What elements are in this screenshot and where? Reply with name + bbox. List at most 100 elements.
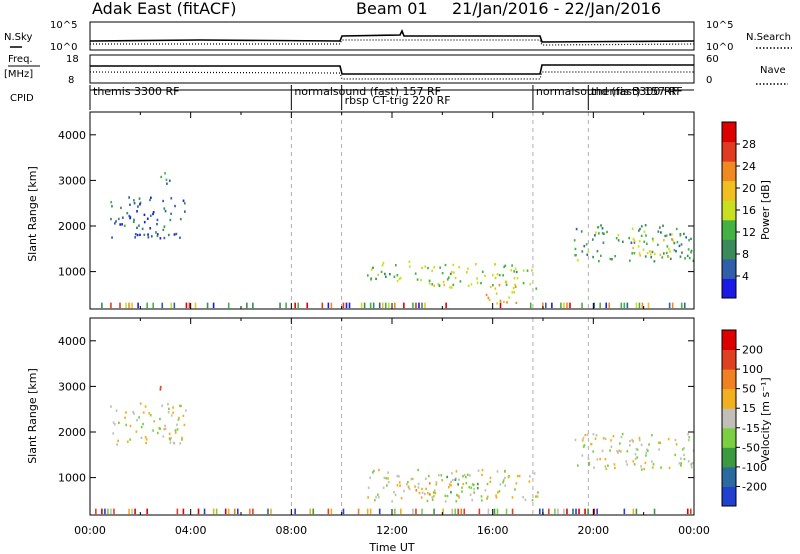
data-cell [373, 499, 376, 502]
data-cell [142, 411, 145, 414]
y-tick-label: 1000 [58, 472, 86, 485]
data-cell [672, 239, 674, 242]
data-cell [441, 479, 444, 482]
data-cell [458, 496, 460, 499]
data-cell [149, 227, 152, 230]
data-cell [650, 256, 653, 259]
data-cell [115, 220, 117, 223]
data-cell [614, 254, 616, 258]
data-cell [181, 436, 183, 440]
data-cell [112, 432, 115, 435]
time-axis-title: Time UT [368, 541, 414, 554]
data-cell [279, 302, 281, 309]
data-cell [176, 428, 179, 431]
x-tick-label: 12:00 [376, 524, 408, 537]
data-cell [653, 260, 656, 263]
data-cell [431, 498, 434, 501]
data-cell [687, 460, 690, 463]
colorbar-swatch [722, 161, 736, 182]
x-tick-label: 20:00 [577, 524, 609, 537]
data-cell [466, 473, 469, 477]
data-cell [164, 209, 167, 213]
freq-tick-bottom: 8 [68, 75, 74, 86]
data-cell [415, 508, 417, 515]
data-cell [126, 440, 129, 444]
data-cell [185, 302, 188, 309]
data-cell [625, 460, 628, 463]
data-cell [132, 410, 135, 414]
data-cell [179, 236, 181, 239]
data-cell [605, 467, 608, 471]
data-cell [391, 500, 394, 503]
data-cell [146, 217, 149, 220]
data-cell [427, 491, 429, 495]
data-cell [136, 210, 138, 213]
data-cell [476, 277, 478, 280]
data-cell [446, 494, 449, 498]
data-cell [688, 256, 691, 260]
data-cell [421, 302, 423, 309]
data-cell [569, 302, 571, 309]
data-cell [450, 484, 452, 487]
data-cell [516, 276, 519, 280]
data-cell [116, 443, 118, 446]
data-cell [428, 282, 431, 285]
data-cell [513, 270, 516, 273]
data-cell [163, 225, 166, 228]
data-cell [484, 274, 486, 278]
data-cell [184, 409, 187, 412]
data-cell [133, 199, 135, 202]
data-cell [174, 431, 177, 434]
nsky-tick-bottom: 10^0 [50, 42, 77, 53]
data-cell [342, 302, 345, 309]
data-cell [645, 454, 647, 457]
data-cell [184, 210, 186, 213]
data-cell [644, 255, 647, 258]
data-cell [478, 508, 481, 515]
data-cell [152, 210, 155, 214]
data-cell [396, 273, 399, 277]
data-cell [450, 480, 452, 484]
data-cell [617, 233, 620, 237]
data-cell [321, 302, 324, 309]
data-cell [563, 302, 565, 309]
data-cell [428, 279, 431, 282]
data-cell [631, 438, 633, 442]
data-cell [592, 433, 595, 436]
data-cell [460, 508, 463, 515]
x-tick-label: 00:00 [678, 524, 710, 537]
data-cell [161, 302, 164, 309]
data-cell [653, 252, 656, 256]
data-cell [136, 226, 138, 230]
data-cell [528, 480, 531, 483]
data-cell [459, 280, 462, 283]
data-cell [110, 302, 112, 309]
colorbar-swatch [722, 330, 736, 351]
data-cell [480, 495, 483, 498]
data-cell [574, 438, 577, 442]
data-cell [486, 495, 489, 498]
data-cell [631, 227, 634, 230]
data-cell [639, 254, 642, 257]
data-cell [599, 457, 601, 461]
data-cell [342, 508, 345, 515]
data-cell [648, 250, 651, 253]
data-cell [400, 496, 403, 500]
data-cell [188, 302, 191, 309]
data-cell [418, 302, 420, 309]
colorbar-swatch [722, 278, 736, 299]
power-data-layer [101, 112, 695, 309]
nsearch-tick-bottom: 10^0 [706, 42, 733, 53]
data-cell [306, 302, 309, 309]
data-cell [133, 202, 136, 205]
data-cell [177, 418, 180, 421]
data-cell [651, 460, 653, 463]
colorbar-tick-label: 16 [742, 204, 756, 217]
data-cell [535, 287, 538, 290]
data-cell [173, 302, 176, 309]
data-cell [612, 435, 615, 438]
data-cell [394, 302, 396, 309]
data-cell [387, 480, 390, 484]
data-cell [486, 497, 488, 500]
data-cell [178, 416, 180, 420]
